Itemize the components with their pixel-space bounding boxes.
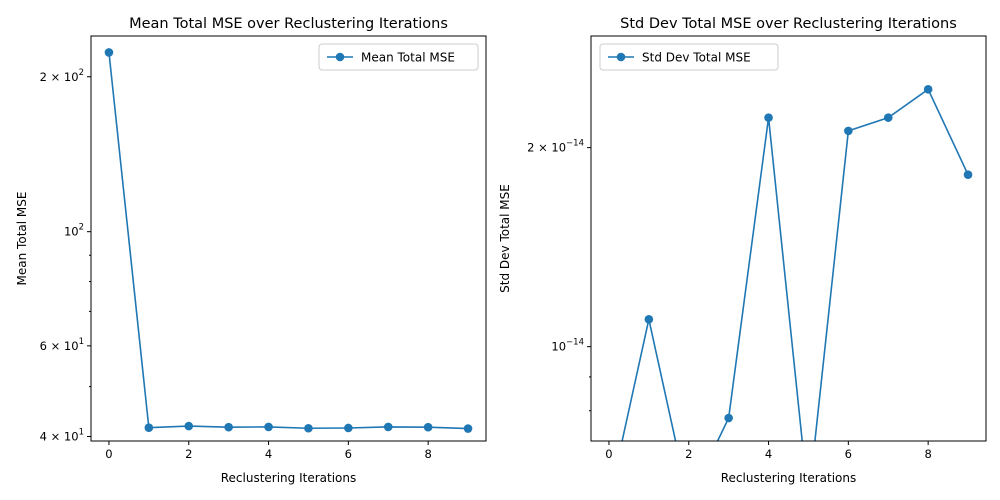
legend-label: Mean Total MSE: [361, 51, 455, 65]
x-tick-label: 8: [924, 447, 931, 461]
data-point: [764, 113, 773, 122]
std-dev-mse-panel: Std Dev Total MSE over Reclustering Iter…: [498, 16, 987, 485]
legend: Std Dev Total MSE: [599, 43, 779, 71]
x-tick-label: 2: [185, 447, 192, 461]
y-tick-label: 10−14: [551, 338, 584, 354]
x-tick-label: 4: [265, 447, 272, 461]
data-point: [463, 424, 473, 433]
x-tick-label: 6: [345, 447, 352, 461]
x-axis-label: Reclustering Iterations: [721, 471, 857, 485]
y-tick-label: 102: [64, 223, 84, 239]
chart-title: Mean Total MSE over Reclustering Iterati…: [129, 16, 448, 32]
data-point: [724, 413, 733, 423]
data-point: [883, 113, 893, 122]
data-point: [423, 422, 433, 432]
data-point: [184, 421, 194, 431]
x-tick-label: 0: [605, 447, 612, 461]
chart-title: Std Dev Total MSE over Reclustering Iter…: [620, 16, 957, 32]
data-point: [264, 422, 273, 432]
legend-label: Std Dev Total MSE: [642, 51, 751, 65]
y-tick-label: 2 × 102: [40, 68, 84, 84]
y-tick-label: 6 × 101: [40, 337, 84, 353]
plot-frame: [90, 35, 487, 442]
data-point: [644, 314, 654, 324]
legend: Mean Total MSE: [318, 43, 479, 71]
series-0: [104, 48, 473, 433]
y-tick-label: 4 × 101: [40, 427, 84, 443]
legend-marker: [616, 52, 626, 62]
data-point: [224, 422, 233, 432]
x-tick-label: 2: [685, 447, 692, 461]
data-point: [923, 85, 933, 94]
x-tick-label: 0: [105, 447, 112, 461]
y-axis-label: Std Dev Total MSE: [498, 184, 512, 293]
series-line: [621, 88, 969, 441]
x-axis-label: Reclustering Iterations: [221, 471, 357, 485]
data-point: [104, 48, 114, 57]
y-tick-label: 2 × 10−14: [527, 139, 584, 155]
data-point: [844, 126, 853, 136]
x-tick-label: 4: [765, 447, 772, 461]
data-point: [383, 422, 393, 432]
y-axis-label: Mean Total MSE: [15, 192, 29, 286]
data-point: [304, 423, 313, 433]
x-tick-label: 6: [845, 447, 852, 461]
x-tick-label: 8: [424, 447, 431, 461]
series-0: [621, 85, 973, 441]
legend-marker: [335, 52, 345, 62]
legend-box: [318, 43, 479, 71]
data-point: [344, 423, 353, 433]
plot-frame: [590, 35, 987, 442]
mean-mse-panel: Mean Total MSE over Reclustering Iterati…: [15, 16, 487, 485]
series-line: [108, 52, 469, 430]
legend-box: [599, 43, 779, 71]
data-point: [144, 423, 154, 433]
data-point: [963, 170, 973, 179]
